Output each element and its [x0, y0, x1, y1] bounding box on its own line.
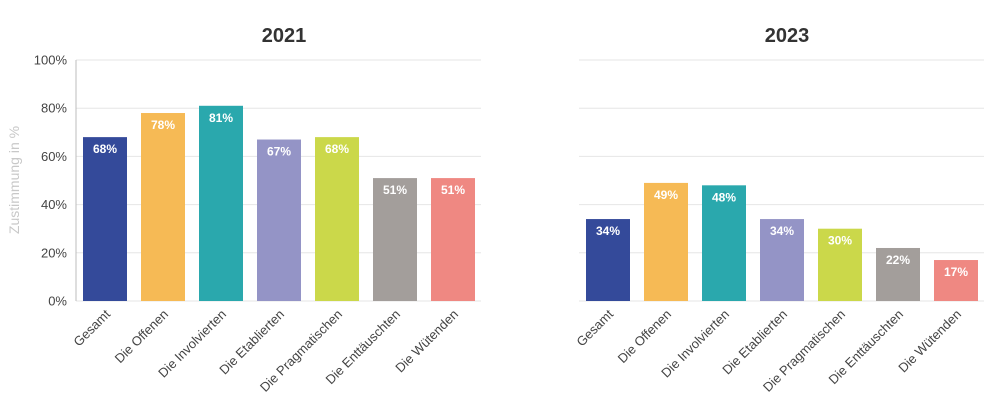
y-tick-label: 100%	[34, 53, 68, 68]
bar-value-label: 34%	[770, 224, 794, 238]
bar-value-label: 48%	[712, 190, 736, 204]
bar-value-label: 68%	[325, 142, 349, 156]
bar	[257, 139, 301, 301]
bar	[373, 178, 417, 301]
bar-value-label: 51%	[383, 183, 407, 197]
bar-value-label: 49%	[654, 188, 678, 202]
x-tick-label: Gesamt	[70, 306, 113, 349]
bar-value-label: 78%	[151, 118, 175, 132]
bar	[199, 105, 243, 301]
bar	[644, 182, 688, 301]
x-tick-label: Die Offenen	[615, 307, 674, 366]
bar	[431, 178, 475, 301]
bar	[83, 137, 127, 301]
bar	[818, 228, 862, 301]
bar	[760, 219, 804, 301]
bar	[586, 219, 630, 301]
bar-value-label: 67%	[267, 145, 291, 159]
y-tick-label: 60%	[41, 149, 67, 164]
bar-value-label: 34%	[596, 224, 620, 238]
y-tick-label: 40%	[41, 197, 67, 212]
y-tick-label: 20%	[41, 245, 67, 260]
y-axis-label: Zustimmung in %	[6, 126, 22, 234]
bar-value-label: 30%	[828, 234, 852, 248]
x-tick-label: Die Offenen	[112, 307, 171, 366]
y-tick-label: 80%	[41, 101, 67, 116]
bar	[934, 260, 978, 301]
bar	[141, 113, 185, 302]
panel-2021: 2021 0% 20% 40% 60% 80% 100% 68% Gesamt 78% Die O…	[34, 25, 481, 395]
bar	[315, 137, 359, 301]
bar-value-label: 81%	[209, 111, 233, 125]
bar-value-label: 68%	[93, 142, 117, 156]
x-tick-label: Gesamt	[573, 306, 616, 349]
bar	[702, 185, 746, 301]
bar-value-label: 51%	[441, 183, 465, 197]
bar-value-label: 22%	[886, 253, 910, 267]
panel-title-2023: 2023	[765, 25, 810, 47]
y-tick-label: 0%	[48, 294, 67, 309]
panel-title-2021: 2021	[262, 25, 307, 47]
bar	[876, 247, 920, 301]
bar-value-label: 17%	[944, 265, 968, 279]
